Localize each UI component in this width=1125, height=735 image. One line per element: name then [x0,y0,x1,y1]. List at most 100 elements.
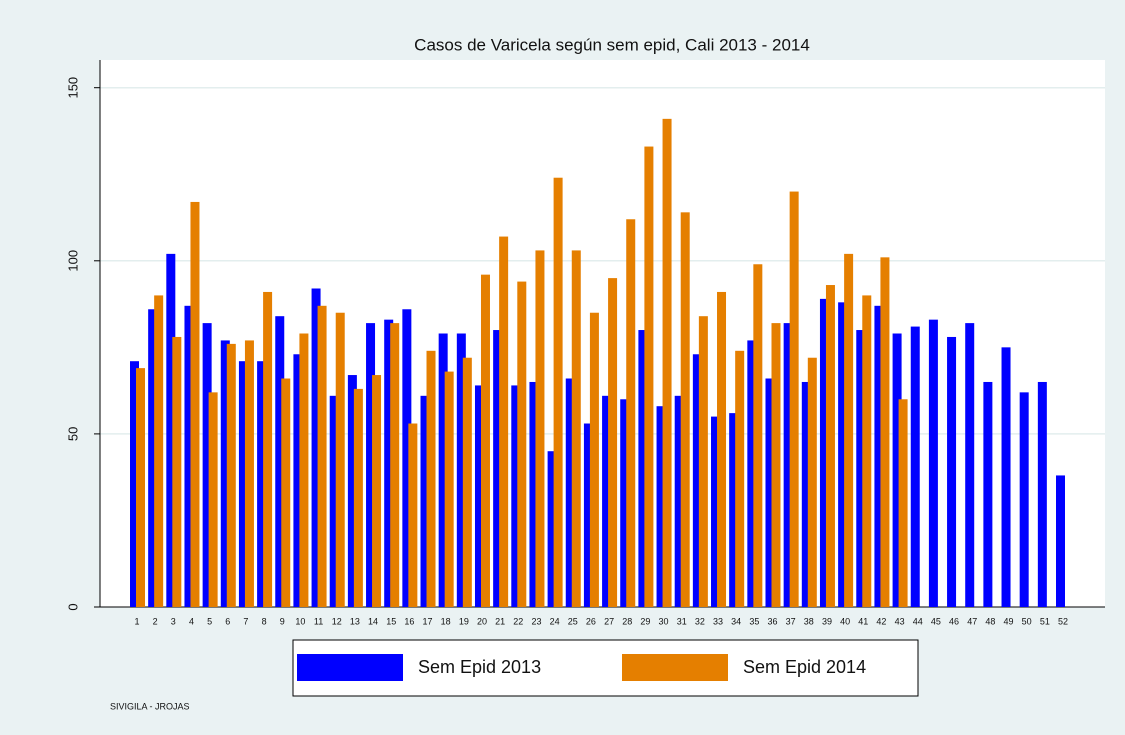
x-tick-label: 44 [913,616,923,626]
bar [190,201,200,607]
bar [499,236,509,607]
bar [583,423,593,607]
bar [547,451,557,607]
x-tick-label: 33 [713,616,723,626]
bar [844,253,854,607]
x-tick-label: 16 [404,616,414,626]
legend-swatch [622,654,728,681]
bar [366,323,376,607]
x-tick-label: 2 [153,616,158,626]
x-tick-label: 31 [677,616,687,626]
legend-swatch [297,654,403,681]
x-tick-label: 27 [604,616,614,626]
bar [1037,381,1047,607]
bar [420,395,430,607]
x-tick-label: 8 [262,616,267,626]
bar [747,340,757,607]
bar [438,333,448,607]
bar [947,336,957,607]
bar [329,395,339,607]
bar [771,323,781,607]
x-tick-label: 26 [586,616,596,626]
bar [735,350,745,607]
bar [202,323,212,607]
bar [408,423,418,607]
x-tick-label: 52 [1058,616,1068,626]
x-tick-label: 17 [423,616,433,626]
bar [1019,392,1029,607]
x-tick-label: 35 [749,616,759,626]
x-tick-label: 9 [280,616,285,626]
bar [626,219,636,607]
x-tick-label: 25 [568,616,578,626]
bar [456,333,466,607]
x-tick-label: 29 [640,616,650,626]
bar [444,371,454,607]
bar [602,395,612,607]
bar [220,340,230,607]
x-tick-label: 19 [459,616,469,626]
x-tick-label: 48 [985,616,995,626]
bar [299,333,309,607]
bar [136,368,145,607]
bar [353,388,363,607]
x-tick-label: 43 [895,616,905,626]
bar [965,323,975,607]
y-tick-label: 150 [65,77,80,99]
x-tick-label: 45 [931,616,941,626]
x-tick-label: 23 [531,616,541,626]
bar [244,340,254,607]
bar [317,305,327,607]
bar [238,361,248,607]
bar [838,302,848,607]
bar [819,298,829,607]
bar [789,191,799,608]
x-tick-label: 22 [513,616,523,626]
bar [311,288,321,607]
bar [372,375,382,607]
bar [208,392,218,607]
bar [172,336,182,607]
bar [589,312,599,607]
x-tick-label: 39 [822,616,832,626]
legend-label: Sem Epid 2014 [743,657,866,677]
bar [130,361,139,607]
bar [565,378,575,607]
bar [347,375,357,607]
bar [765,378,775,607]
bar [892,333,902,607]
bar [898,399,908,607]
bar [148,309,158,607]
bar [717,291,727,607]
bar [426,350,436,607]
bar [692,354,702,607]
x-tick-label: 30 [659,616,669,626]
bar [480,274,490,607]
x-tick-label: 15 [386,616,396,626]
bar [474,385,484,607]
bar [662,118,672,607]
bar [335,312,345,607]
x-tick-label: 1 [134,616,139,626]
bar [154,295,164,607]
x-tick-label: 11 [314,616,323,626]
bar [638,330,648,607]
x-tick-label: 28 [622,616,632,626]
bar [517,281,527,607]
x-tick-label: 7 [243,616,248,626]
bar [620,399,630,607]
bar [390,323,400,607]
x-tick-label: 51 [1040,616,1050,626]
bar [856,330,866,607]
bar [729,413,739,607]
x-tick-label: 10 [295,616,305,626]
bar [983,381,993,607]
x-tick-label: 5 [207,616,212,626]
x-tick-label: 40 [840,616,850,626]
footer-note: SIVIGILA - JROJAS [110,701,190,711]
bar [166,253,176,607]
bar [535,250,545,608]
x-tick-label: 42 [876,616,886,626]
bar [825,285,835,607]
